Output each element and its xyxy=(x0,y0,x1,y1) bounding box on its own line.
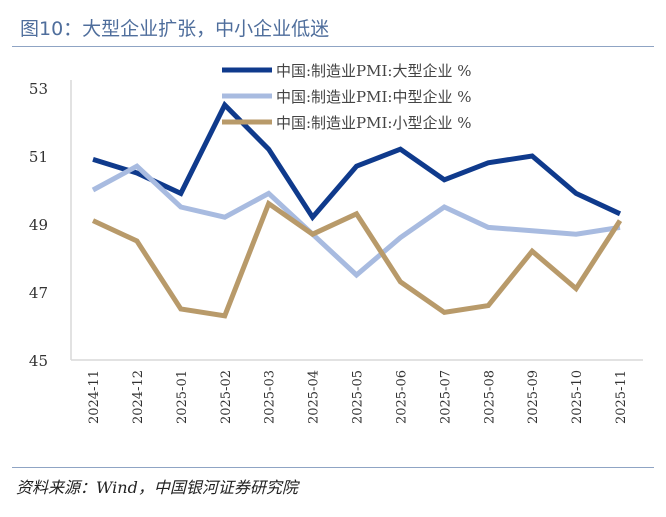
y-tick-label: 53 xyxy=(29,80,48,98)
source-divider xyxy=(12,467,654,468)
x-tick-label: 2025-11 xyxy=(614,370,629,424)
y-tick-label: 49 xyxy=(29,216,48,234)
x-tick-label: 2025-01 xyxy=(175,370,190,424)
y-tick-label: 47 xyxy=(29,284,48,302)
chart-title: 图10：大型企业扩张，中小企业低迷 xyxy=(20,18,330,40)
x-tick-label: 2025-09 xyxy=(526,370,541,424)
title-divider xyxy=(12,46,654,47)
x-tick-label: 2025-08 xyxy=(482,370,497,424)
y-tick-label: 51 xyxy=(29,148,48,166)
x-tick-label: 2025-07 xyxy=(438,370,453,424)
x-tick-label: 2025-10 xyxy=(570,370,585,424)
x-tick-label: 2024-11 xyxy=(87,370,102,424)
x-tick-label: 2025-05 xyxy=(351,370,366,424)
y-tick-label: 45 xyxy=(29,352,48,370)
series-line-3 xyxy=(91,199,623,319)
source-note: 资料来源：Wind，中国银河证券研究院 xyxy=(16,478,298,497)
line-chart: 45 47 49 51 53 2024-11 2024-12 2025-01 2025-02 20… xyxy=(29,62,643,424)
x-tick-label: 2025-03 xyxy=(263,370,278,424)
x-tick-label: 2025-04 xyxy=(307,370,322,424)
legend-label-1: 中国:制造业PMI:大型企业 % xyxy=(276,62,472,80)
legend-label-2: 中国:制造业PMI:中型企业 % xyxy=(276,88,472,106)
legend-label-3: 中国:制造业PMI:小型企业 % xyxy=(276,114,472,132)
x-tick-label: 2025-06 xyxy=(394,370,409,424)
x-tick-label: 2024-12 xyxy=(131,370,146,424)
x-tick-label: 2025-02 xyxy=(219,370,234,424)
